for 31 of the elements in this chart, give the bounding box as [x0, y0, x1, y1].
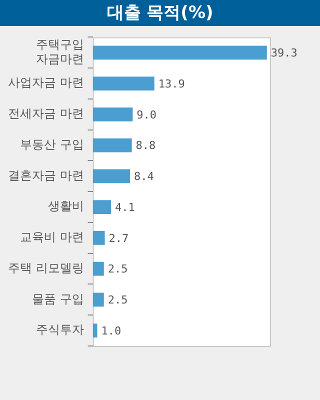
data-label: 2.7 — [108, 232, 129, 245]
data-label: 1.0 — [101, 324, 122, 338]
bar — [92, 107, 133, 122]
data-label: 2.5 — [108, 294, 128, 307]
y-tick-label: 사업자금 마련 — [8, 76, 84, 90]
bar — [92, 292, 104, 307]
y-tick-label: 교육비 마련 — [20, 230, 84, 244]
y-tick-label: 결혼자금 마련 — [8, 168, 84, 182]
data-label: 4.1 — [114, 200, 135, 214]
y-tick-label: 주택구입 자금마련 — [36, 38, 84, 66]
bar — [92, 76, 154, 90]
y-tick-label: 물품 구입 — [32, 292, 84, 306]
y-tick-label: 전세자금 마련 — [8, 106, 84, 121]
y-tick-label: 부동산 구입 — [20, 137, 84, 152]
bar — [92, 324, 98, 338]
data-label: 9.0 — [136, 108, 157, 122]
y-tick-label: 주식투자 — [36, 322, 84, 337]
chart-title: 대출 목적(%) — [0, 0, 320, 26]
y-tick-label: 주택 리모델링 — [8, 260, 84, 275]
data-label: 39.3 — [270, 46, 298, 60]
data-label: 2.5 — [108, 262, 128, 276]
data-label: 8.8 — [136, 139, 156, 152]
bar — [92, 230, 105, 245]
bar — [92, 262, 104, 276]
data-label: 13.9 — [158, 77, 185, 90]
y-tick-label: 생활비 — [48, 199, 84, 214]
bar — [92, 138, 132, 152]
bar — [92, 200, 111, 214]
bar — [92, 46, 267, 60]
data-label: 8.4 — [134, 170, 154, 184]
bar — [92, 169, 130, 184]
